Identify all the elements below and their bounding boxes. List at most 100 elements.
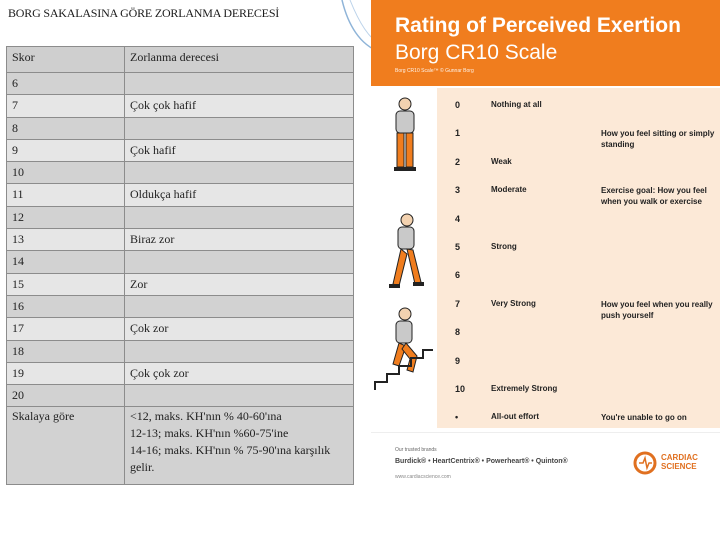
column-header-score: Skor: [6, 46, 125, 73]
table-row: 11 Oldukça hafif: [6, 183, 354, 207]
exertion-cell: Çok hafif: [124, 138, 354, 163]
rating-number: 0: [455, 100, 461, 110]
footer-brand-label: Our trusted brands: [395, 447, 437, 453]
rating-number: 3: [455, 185, 461, 196]
cardiac-science-logo-icon: [633, 451, 657, 475]
score-cell: 20: [6, 384, 125, 408]
score-cell: 16: [6, 294, 125, 319]
exertion-cell: [124, 161, 354, 185]
table-row: 20: [6, 384, 354, 408]
note-line: 14-16; maks. KH'nın % 75-90'ına karşılık: [130, 443, 331, 458]
rating-note: How you feel sitting or simply standing: [601, 129, 715, 150]
table-row: 13 Biraz zor: [6, 228, 354, 252]
rating-row: 6: [437, 270, 720, 298]
exertion-cell: [124, 294, 354, 319]
note-line: <12, maks. KH'nın % 40-60'ına: [130, 409, 282, 424]
table-row: 16: [6, 294, 354, 319]
rating-number: 6: [455, 270, 461, 281]
score-cell: 17: [6, 317, 125, 341]
footer-brands: Burdick® • HeartCentrix® • Powerheart® •…: [395, 458, 568, 465]
table-row: 15 Zor: [6, 272, 354, 296]
rating-row: 7 Very Strong How you feel when you really…: [437, 299, 720, 327]
logo-text-line-1: CARDIAC: [661, 453, 698, 462]
score-cell: 8: [6, 116, 125, 140]
table-title: BORG SAKALASINA GÖRE ZORLANMA DERECESİ: [8, 6, 280, 20]
rating-label: Nothing at all: [491, 100, 542, 109]
table-row: 6: [6, 71, 354, 96]
poster-title: Rating of Perceived Exertion: [395, 14, 681, 37]
note-line: 12-13; maks. KH'nın %60-75'ine: [130, 426, 289, 441]
poster-footer: Our trusted brands Burdick® • HeartCentr…: [371, 432, 720, 494]
poster-subtitle: Borg CR10 Scale: [395, 41, 558, 64]
exertion-cell: Oldukça hafif: [124, 183, 354, 207]
score-cell: 13: [6, 228, 125, 252]
rating-row: 4: [437, 214, 720, 242]
note-label-cell: Skalaya göre: [6, 406, 125, 486]
rating-number: 4: [455, 213, 461, 224]
rating-number: 1: [455, 128, 461, 139]
rating-note: You're unable to go on: [601, 413, 687, 423]
standing-person-icon: [394, 97, 416, 171]
table-row: 17 Çok zor: [6, 317, 354, 341]
rating-number: 10: [455, 384, 466, 394]
rating-row: 1 How you feel sitting or simply standing: [437, 128, 720, 156]
score-cell: 15: [6, 272, 125, 296]
rating-number: 5: [455, 242, 461, 252]
score-cell: 19: [6, 361, 125, 386]
rating-number: 8: [455, 327, 461, 338]
rating-label: Very Strong: [491, 298, 536, 308]
rating-label: Extremely Strong: [491, 384, 558, 393]
score-cell: 12: [6, 205, 125, 230]
score-cell: 6: [6, 71, 125, 96]
rating-label: Weak: [491, 156, 512, 166]
table-note-row: Skalaya göre <12, maks. KH'nın % 40-60'ın…: [6, 406, 354, 486]
rating-number: 2: [455, 156, 461, 167]
exertion-cell: Çok çok zor: [124, 361, 354, 386]
table-header-row: Skor Zorlanma derecesi: [6, 46, 354, 73]
table-row: 8: [6, 116, 354, 140]
table-row: 9 Çok hafif: [6, 138, 354, 163]
score-cell: 18: [6, 339, 125, 363]
rating-row: 9: [437, 356, 720, 384]
score-cell: 7: [6, 94, 125, 118]
rating-row: 0 Nothing at all: [437, 100, 720, 128]
exertion-cell: [124, 250, 354, 274]
rating-number: •: [455, 412, 459, 423]
logo-text: CARDIAC SCIENCE: [661, 453, 698, 471]
walking-person-icon: [389, 213, 424, 288]
poster-caption: Borg CR10 Scale™ © Gunnar Borg: [395, 68, 474, 74]
rating-row: 2 Weak: [437, 157, 720, 185]
exertion-cell: Çok zor: [124, 317, 354, 341]
rating-label: Strong: [491, 242, 517, 251]
scale-band: [437, 88, 720, 428]
rating-row: • All-out effort You're unable to go on: [437, 412, 720, 440]
climbing-person-icon: [374, 307, 433, 390]
table-row: 12: [6, 205, 354, 230]
footer-url: www.cardiacscience.com: [395, 474, 451, 480]
borg-scale-table: Skor Zorlanma derecesi 6 7 Çok çok hafif 8 9…: [6, 46, 354, 486]
poster-header: Rating of Perceived Exertion Borg CR10 S…: [371, 0, 720, 86]
score-cell: 10: [6, 161, 125, 185]
rating-note: Exercise goal: How you feel when you wal…: [601, 186, 707, 207]
table-row: 19 Çok çok zor: [6, 361, 354, 386]
rating-note: How you feel when you really push yourse…: [601, 299, 713, 320]
exertion-cell: [124, 384, 354, 408]
score-cell: 11: [6, 183, 125, 207]
exertion-cell: [124, 339, 354, 363]
rating-row: 8: [437, 327, 720, 355]
exertion-cell: [124, 116, 354, 140]
rating-number: 7: [455, 298, 461, 309]
exertion-cell: Zor: [124, 272, 354, 296]
rating-number: 9: [455, 355, 461, 366]
table-row: 14: [6, 250, 354, 274]
rating-row: 5 Strong: [437, 242, 720, 270]
score-cell: 14: [6, 250, 125, 274]
rating-row: 3 Moderate Exercise goal: How you feel whe…: [437, 185, 720, 213]
table-row: 18: [6, 339, 354, 363]
logo-text-line-2: SCIENCE: [661, 462, 697, 471]
exertion-cell: Çok çok hafif: [124, 94, 354, 118]
table-row: 10: [6, 161, 354, 185]
score-cell: 9: [6, 138, 125, 163]
rating-label: Moderate: [491, 185, 527, 195]
exertion-cell: [124, 71, 354, 96]
